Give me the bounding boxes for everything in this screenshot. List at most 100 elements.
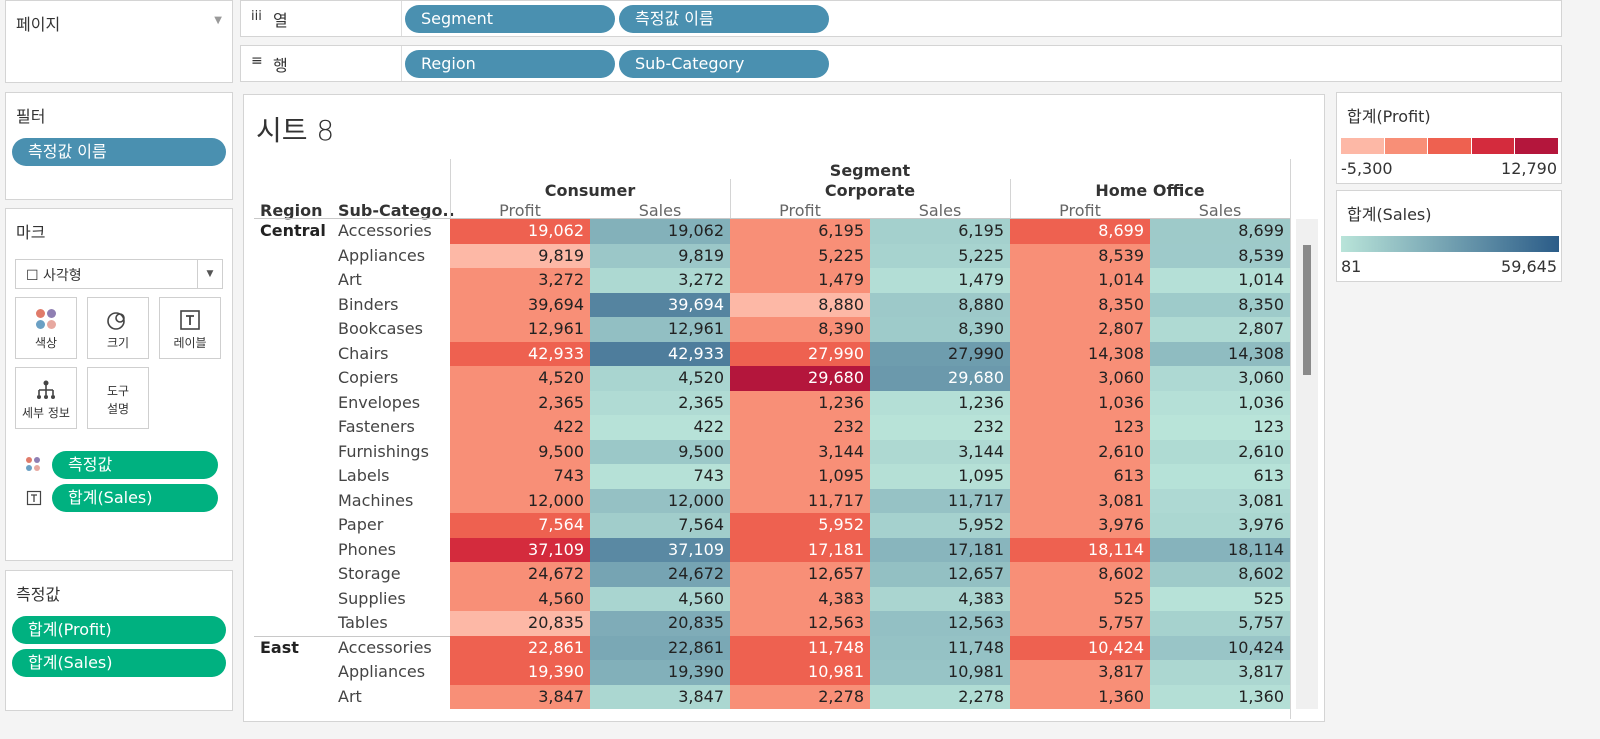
pill-segment[interactable]: Segment: [405, 5, 615, 33]
sales-cell[interactable]: 3,144: [870, 439, 1010, 464]
profit-cell[interactable]: 1,479: [730, 268, 870, 293]
pill-measure-names[interactable]: 측정값 이름: [619, 5, 829, 33]
profit-cell[interactable]: 2,610: [1010, 439, 1150, 464]
chevron-down-icon[interactable]: ▼: [214, 15, 222, 26]
profit-cell[interactable]: 3,144: [730, 439, 870, 464]
sales-cell[interactable]: 19,062: [590, 219, 730, 244]
profit-cell[interactable]: 11,717: [730, 488, 870, 513]
sales-cell[interactable]: 3,060: [1150, 366, 1290, 391]
sales-cell[interactable]: 5,225: [870, 243, 1010, 268]
sales-cell[interactable]: 1,036: [1150, 390, 1290, 415]
sales-cell[interactable]: 29,680: [870, 366, 1010, 391]
mark-type-dropdown[interactable]: ☐ 사각형 ▼: [15, 259, 223, 289]
sales-cell[interactable]: 3,081: [1150, 488, 1290, 513]
sales-cell[interactable]: 3,847: [590, 684, 730, 709]
sales-cell[interactable]: 12,961: [590, 317, 730, 342]
sales-cell[interactable]: 123: [1150, 415, 1290, 440]
sales-cell[interactable]: 2,807: [1150, 317, 1290, 342]
profit-cell[interactable]: 3,847: [450, 684, 590, 709]
sales-cell[interactable]: 12,563: [870, 611, 1010, 636]
sales-cell[interactable]: 11,748: [870, 635, 1010, 660]
sales-cell[interactable]: 5,757: [1150, 611, 1290, 636]
profit-cell[interactable]: 42,933: [450, 341, 590, 366]
profit-cell[interactable]: 1,095: [730, 464, 870, 489]
sales-cell[interactable]: 3,976: [1150, 513, 1290, 538]
sales-cell[interactable]: 4,383: [870, 586, 1010, 611]
profit-cell[interactable]: 2,807: [1010, 317, 1150, 342]
sales-cell[interactable]: 8,390: [870, 317, 1010, 342]
profit-cell[interactable]: 17,181: [730, 537, 870, 562]
sales-cell[interactable]: 18,114: [1150, 537, 1290, 562]
profit-cell[interactable]: 525: [1010, 586, 1150, 611]
profit-cell[interactable]: 422: [450, 415, 590, 440]
region-header[interactable]: Region: [260, 201, 323, 220]
profit-cell[interactable]: 8,539: [1010, 243, 1150, 268]
sales-cell[interactable]: 8,539: [1150, 243, 1290, 268]
sales-cell[interactable]: 1,360: [1150, 684, 1290, 709]
sales-cell[interactable]: 7,564: [590, 513, 730, 538]
profit-cell[interactable]: 24,672: [450, 562, 590, 587]
label-card[interactable]: 레이블: [159, 297, 221, 359]
color-card[interactable]: 색상: [15, 297, 77, 359]
columns-shelf[interactable]: iii 열 Segment 측정값 이름: [240, 0, 1562, 37]
profit-cell[interactable]: 6,195: [730, 219, 870, 244]
pill-sub-category[interactable]: Sub-Category: [619, 50, 829, 78]
sales-cell[interactable]: 9,819: [590, 243, 730, 268]
sales-cell[interactable]: 3,817: [1150, 660, 1290, 685]
sales-cell[interactable]: 37,109: [590, 537, 730, 562]
profit-cell[interactable]: 18,114: [1010, 537, 1150, 562]
sales-cell[interactable]: 9,500: [590, 439, 730, 464]
sales-cell[interactable]: 24,672: [590, 562, 730, 587]
sales-cell[interactable]: 39,694: [590, 292, 730, 317]
profit-cell[interactable]: 232: [730, 415, 870, 440]
profit-cell[interactable]: 3,060: [1010, 366, 1150, 391]
profit-cell[interactable]: 8,699: [1010, 219, 1150, 244]
sales-cell[interactable]: 2,610: [1150, 439, 1290, 464]
profit-cell[interactable]: 2,278: [730, 684, 870, 709]
sales-cell[interactable]: 4,560: [590, 586, 730, 611]
sales-cell[interactable]: 1,014: [1150, 268, 1290, 293]
rows-shelf[interactable]: ≡ 행 Region Sub-Category: [240, 45, 1562, 82]
sales-cell[interactable]: 232: [870, 415, 1010, 440]
size-card[interactable]: 크기: [87, 297, 149, 359]
pill-sum-profit[interactable]: 합계(Profit): [12, 616, 226, 644]
sales-cell[interactable]: 8,602: [1150, 562, 1290, 587]
profit-cell[interactable]: 8,880: [730, 292, 870, 317]
sales-cell[interactable]: 8,699: [1150, 219, 1290, 244]
pill-measure-values-color[interactable]: 측정값: [52, 451, 218, 479]
sales-cell[interactable]: 27,990: [870, 341, 1010, 366]
subcategory-header[interactable]: Sub-Catego..: [338, 201, 455, 220]
profit-cell[interactable]: 743: [450, 464, 590, 489]
profit-cell[interactable]: 3,976: [1010, 513, 1150, 538]
profit-cell[interactable]: 8,390: [730, 317, 870, 342]
pill-region[interactable]: Region: [405, 50, 615, 78]
profit-cell[interactable]: 39,694: [450, 292, 590, 317]
sales-cell[interactable]: 10,424: [1150, 635, 1290, 660]
profit-cell[interactable]: 12,657: [730, 562, 870, 587]
sales-cell[interactable]: 11,717: [870, 488, 1010, 513]
sales-cell[interactable]: 5,952: [870, 513, 1010, 538]
sales-cell[interactable]: 422: [590, 415, 730, 440]
sales-cell[interactable]: 6,195: [870, 219, 1010, 244]
scrollbar-thumb[interactable]: [1303, 245, 1311, 375]
tooltip-card[interactable]: 도구 설명: [87, 367, 149, 429]
profit-cell[interactable]: 37,109: [450, 537, 590, 562]
pill-sum-sales[interactable]: 합계(Sales): [12, 649, 226, 677]
profit-cell[interactable]: 8,350: [1010, 292, 1150, 317]
sales-cell[interactable]: 525: [1150, 586, 1290, 611]
sales-cell[interactable]: 743: [590, 464, 730, 489]
sales-cell[interactable]: 8,350: [1150, 292, 1290, 317]
profit-cell[interactable]: 12,000: [450, 488, 590, 513]
profit-cell[interactable]: 27,990: [730, 341, 870, 366]
vertical-scrollbar[interactable]: [1296, 219, 1318, 709]
sales-cell[interactable]: 1,236: [870, 390, 1010, 415]
profit-cell[interactable]: 1,360: [1010, 684, 1150, 709]
profit-cell[interactable]: 11,748: [730, 635, 870, 660]
profit-cell[interactable]: 14,308: [1010, 341, 1150, 366]
profit-cell[interactable]: 20,835: [450, 611, 590, 636]
pill-sum-sales-label[interactable]: 합계(Sales): [52, 484, 218, 512]
profit-cell[interactable]: 22,861: [450, 635, 590, 660]
sales-cell[interactable]: 2,278: [870, 684, 1010, 709]
profit-cell[interactable]: 5,225: [730, 243, 870, 268]
sales-cell[interactable]: 2,365: [590, 390, 730, 415]
